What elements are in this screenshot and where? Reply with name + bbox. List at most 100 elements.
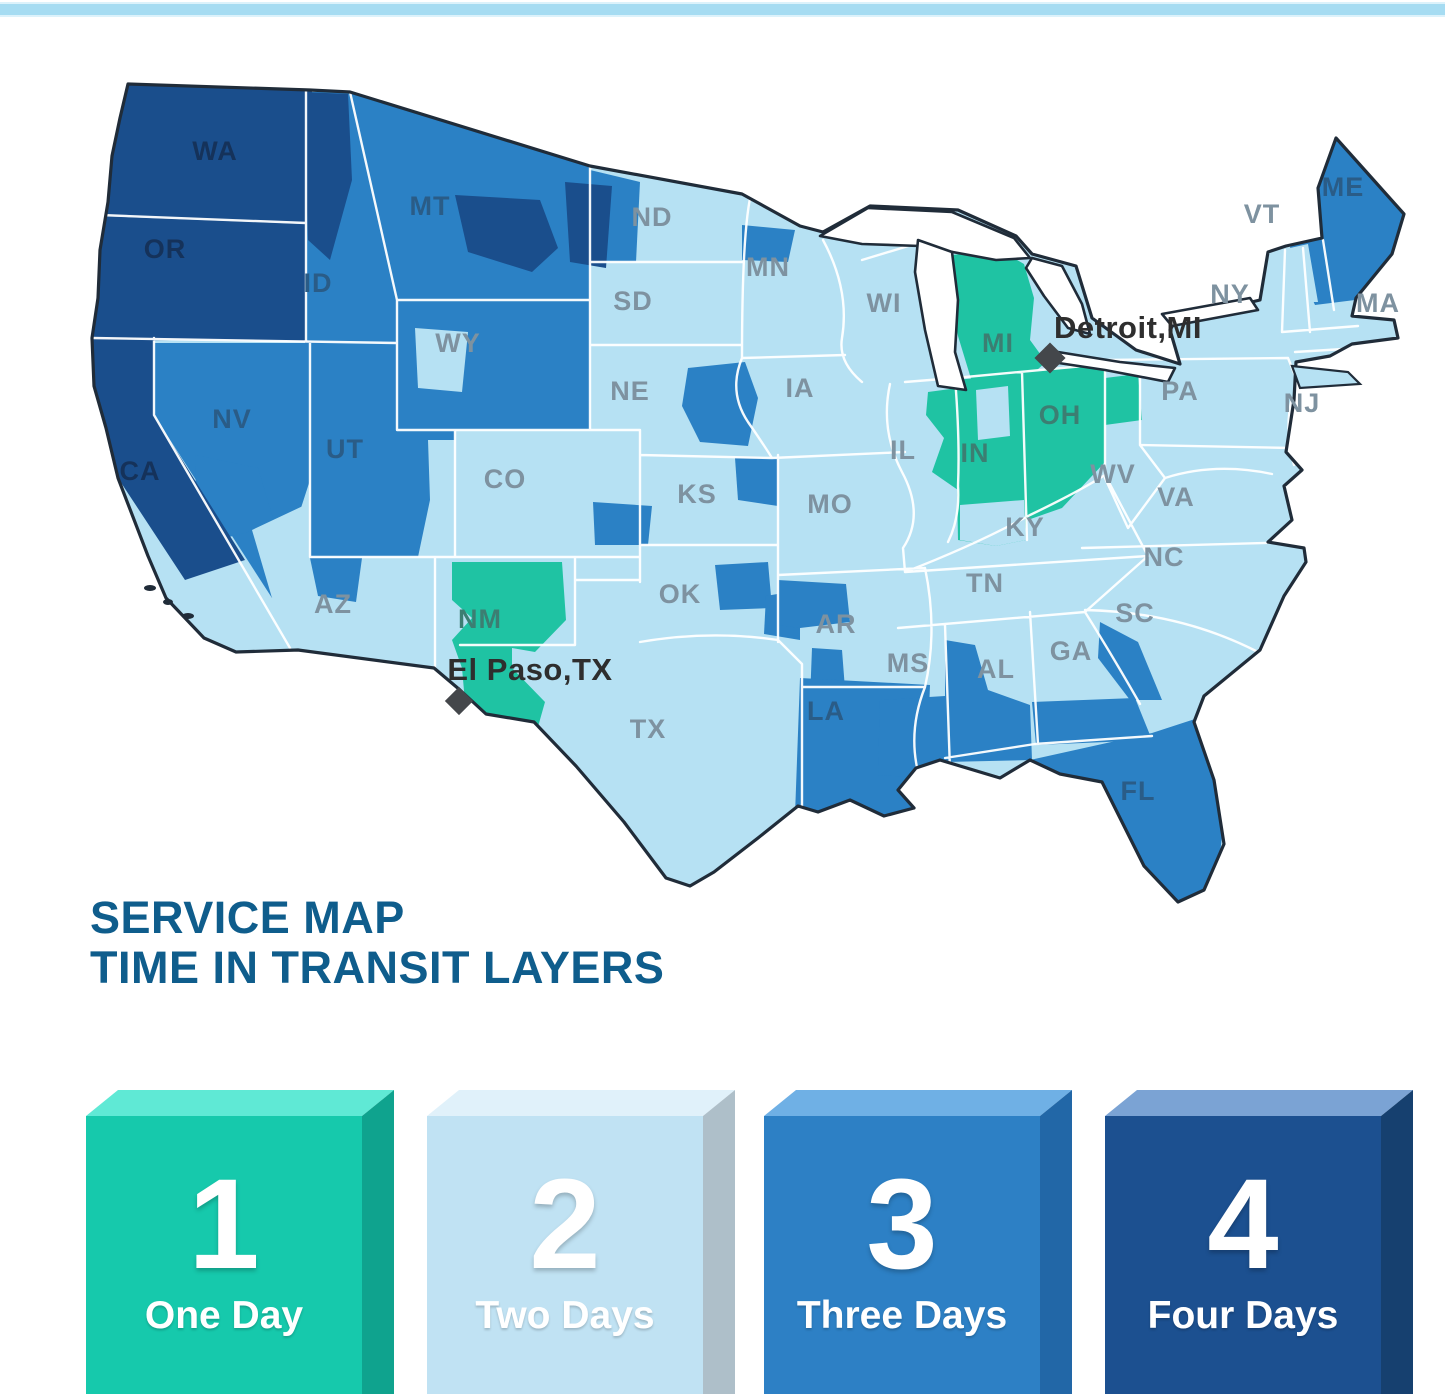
- state-label-tx: TX: [630, 714, 667, 744]
- region-shape: [742, 225, 795, 262]
- two-day-overlay-regions: [252, 244, 1318, 598]
- long-island: [1290, 364, 1363, 390]
- three-day-regions: [154, 92, 1404, 902]
- state-label-va: VA: [1157, 482, 1195, 512]
- legend-number: 1: [188, 1153, 259, 1296]
- state-label-ma: MA: [1356, 288, 1400, 318]
- state-label-ok: OK: [659, 579, 702, 609]
- region-shape: [415, 328, 468, 392]
- region-shape: [1032, 698, 1152, 745]
- state-label-oh: OH: [1039, 400, 1082, 430]
- great-lakes: [818, 206, 1260, 392]
- state-label-me: ME: [1322, 172, 1365, 202]
- state-label-il: IL: [890, 435, 916, 465]
- state-label-nd: ND: [632, 202, 673, 232]
- region-shape: [98, 84, 312, 224]
- region-shape: [1022, 362, 1105, 522]
- legend-label: Four Days: [1148, 1294, 1339, 1337]
- state-label-mo: MO: [807, 489, 853, 519]
- legend-number: 2: [529, 1153, 600, 1296]
- state-label-ga: GA: [1050, 636, 1093, 666]
- top-accent-bar: [0, 2, 1445, 17]
- state-label-ks: KS: [677, 479, 717, 509]
- state-label-id: ID: [304, 268, 333, 298]
- region-shape: [92, 338, 245, 580]
- usa-outline: [90, 82, 1406, 904]
- legend-block-four-days: 4 Four Days: [1105, 1090, 1413, 1394]
- lake-ontario: [1160, 296, 1260, 328]
- region-shape: [878, 696, 948, 780]
- region-shape: [455, 195, 558, 272]
- block-side-face: [703, 1090, 735, 1394]
- state-label-sc: SC: [1115, 598, 1155, 628]
- region-shape: [310, 558, 362, 602]
- legend-block-three-days: 3 Three Days: [764, 1090, 1072, 1394]
- region-shape: [310, 343, 455, 557]
- region-shape: [950, 250, 1046, 382]
- block-front-face: [427, 1116, 703, 1394]
- state-label-nc: NC: [1144, 542, 1185, 572]
- legend-label: Three Days: [797, 1294, 1007, 1337]
- state-label-fl: FL: [1121, 776, 1156, 806]
- state-label-nv: NV: [212, 404, 252, 434]
- state-label-pa: PA: [1161, 376, 1199, 406]
- el-paso-marker-icon: [444, 686, 474, 716]
- state-label-al: AL: [977, 654, 1015, 684]
- state-label-ky: KY: [1005, 512, 1045, 542]
- block-side-face: [1040, 1090, 1072, 1394]
- lake-michigan: [913, 238, 968, 392]
- region-shape: [960, 500, 1026, 546]
- region-shape: [976, 386, 1010, 440]
- state-label-or: OR: [144, 234, 187, 264]
- region-shape: [593, 502, 652, 545]
- region-shape: [778, 580, 850, 628]
- state-label-mn: MN: [746, 252, 790, 282]
- state-labels: WA OR CA NV ID MT WY UT AZ NM CO ND SD N…: [120, 136, 1400, 806]
- block-front-face: [1105, 1116, 1381, 1394]
- block-top-face: [86, 1090, 394, 1116]
- state-label-mi: MI: [982, 328, 1014, 358]
- legend-number: 3: [866, 1153, 937, 1296]
- block-side-face: [1381, 1090, 1413, 1394]
- state-label-wi: WI: [867, 288, 902, 318]
- legend-label: Two Days: [475, 1294, 654, 1337]
- region-shape: [735, 458, 778, 506]
- region-shape: [926, 388, 958, 490]
- block-top-face: [1105, 1090, 1413, 1116]
- state-label-sd: SD: [613, 286, 653, 316]
- legend-block-two-days: 2 Two Days: [427, 1090, 735, 1394]
- state-label-ut: UT: [326, 434, 364, 464]
- legend-block-one-day: 1 One Day: [86, 1090, 394, 1394]
- state-label-tn: TN: [966, 568, 1004, 598]
- region-shape: [303, 92, 352, 260]
- state-label-ar: AR: [816, 609, 857, 639]
- state-label-vt: VT: [1244, 199, 1281, 229]
- state-label-nm: NM: [458, 604, 502, 634]
- title-line-2: TIME IN TRANSIT LAYERS: [90, 941, 665, 993]
- state-label-wa: WA: [192, 136, 238, 166]
- block-front-face: [764, 1116, 1040, 1394]
- channel-islands: [144, 585, 194, 619]
- state-label-mt: MT: [410, 191, 451, 221]
- region-shape: [565, 182, 612, 268]
- state-label-wv: WV: [1090, 459, 1136, 489]
- one-day-regions: [452, 240, 1142, 756]
- lake-superior: [818, 206, 1032, 262]
- state-label-co: CO: [484, 464, 527, 494]
- region-shape: [682, 362, 758, 446]
- city-el-paso: El Paso,TX: [444, 652, 612, 716]
- block-front-face: [86, 1116, 362, 1394]
- city-label-detroit: Detroit,MI: [1054, 310, 1202, 345]
- region-shape: [1098, 622, 1162, 700]
- state-label-la: LA: [807, 696, 845, 726]
- lake-huron: [1024, 256, 1092, 336]
- region-shape: [715, 562, 772, 610]
- state-label-ia: IA: [786, 373, 815, 403]
- region-shape: [418, 440, 455, 557]
- state-label-in: IN: [961, 438, 990, 468]
- state-label-ca: CA: [120, 456, 161, 486]
- state-label-az: AZ: [314, 589, 352, 619]
- usa-transit-map: WA OR CA NV ID MT WY UT AZ NM CO ND SD N…: [90, 82, 1406, 904]
- state-label-ms: MS: [887, 648, 930, 678]
- city-label-el-paso: El Paso,TX: [447, 652, 612, 687]
